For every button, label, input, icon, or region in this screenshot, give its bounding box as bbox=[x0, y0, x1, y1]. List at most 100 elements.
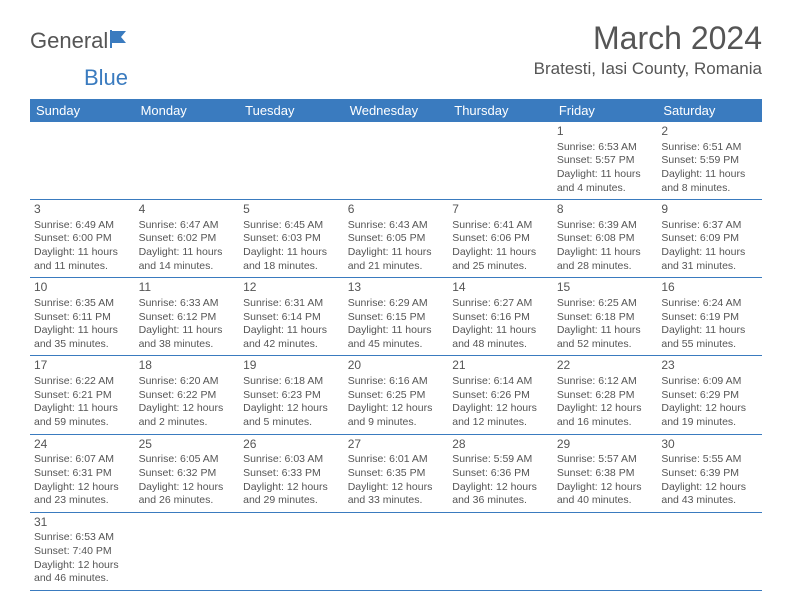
calendar-week-row: 10Sunrise: 6:35 AMSunset: 6:11 PMDayligh… bbox=[30, 278, 762, 356]
day-number: 28 bbox=[452, 437, 549, 453]
calendar-day-cell: 18Sunrise: 6:20 AMSunset: 6:22 PMDayligh… bbox=[135, 356, 240, 434]
sunrise-text: Sunrise: 5:55 AM bbox=[661, 453, 758, 467]
day-number: 16 bbox=[661, 280, 758, 296]
day-header: Tuesday bbox=[239, 99, 344, 122]
sunrise-text: Sunrise: 6:20 AM bbox=[139, 375, 236, 389]
calendar-day-cell bbox=[135, 512, 240, 590]
calendar-day-cell bbox=[30, 122, 135, 200]
daylight-text: Daylight: 11 hours and 52 minutes. bbox=[557, 324, 654, 351]
sunset-text: Sunset: 6:16 PM bbox=[452, 311, 549, 325]
day-number: 4 bbox=[139, 202, 236, 218]
sunset-text: Sunset: 7:40 PM bbox=[34, 545, 131, 559]
day-number: 6 bbox=[348, 202, 445, 218]
sunset-text: Sunset: 6:39 PM bbox=[661, 467, 758, 481]
day-header: Sunday bbox=[30, 99, 135, 122]
calendar-body: 1Sunrise: 6:53 AMSunset: 5:57 PMDaylight… bbox=[30, 122, 762, 590]
day-number: 7 bbox=[452, 202, 549, 218]
calendar-day-cell: 5Sunrise: 6:45 AMSunset: 6:03 PMDaylight… bbox=[239, 200, 344, 278]
sunrise-text: Sunrise: 6:39 AM bbox=[557, 219, 654, 233]
sunrise-text: Sunrise: 6:35 AM bbox=[34, 297, 131, 311]
sunset-text: Sunset: 6:22 PM bbox=[139, 389, 236, 403]
calendar-day-cell: 8Sunrise: 6:39 AMSunset: 6:08 PMDaylight… bbox=[553, 200, 658, 278]
calendar-day-cell bbox=[239, 512, 344, 590]
calendar-day-cell: 1Sunrise: 6:53 AMSunset: 5:57 PMDaylight… bbox=[553, 122, 658, 200]
calendar-day-cell: 24Sunrise: 6:07 AMSunset: 6:31 PMDayligh… bbox=[30, 434, 135, 512]
calendar-day-cell bbox=[448, 512, 553, 590]
sunset-text: Sunset: 6:31 PM bbox=[34, 467, 131, 481]
calendar-day-cell: 28Sunrise: 5:59 AMSunset: 6:36 PMDayligh… bbox=[448, 434, 553, 512]
calendar-day-cell: 26Sunrise: 6:03 AMSunset: 6:33 PMDayligh… bbox=[239, 434, 344, 512]
calendar-day-cell: 31Sunrise: 6:53 AMSunset: 7:40 PMDayligh… bbox=[30, 512, 135, 590]
sunset-text: Sunset: 6:21 PM bbox=[34, 389, 131, 403]
daylight-text: Daylight: 12 hours and 9 minutes. bbox=[348, 402, 445, 429]
day-number: 8 bbox=[557, 202, 654, 218]
flag-icon bbox=[110, 28, 132, 54]
calendar-day-cell: 30Sunrise: 5:55 AMSunset: 6:39 PMDayligh… bbox=[657, 434, 762, 512]
daylight-text: Daylight: 12 hours and 19 minutes. bbox=[661, 402, 758, 429]
calendar-day-cell: 21Sunrise: 6:14 AMSunset: 6:26 PMDayligh… bbox=[448, 356, 553, 434]
daylight-text: Daylight: 11 hours and 38 minutes. bbox=[139, 324, 236, 351]
daylight-text: Daylight: 12 hours and 29 minutes. bbox=[243, 481, 340, 508]
month-title: March 2024 bbox=[534, 20, 762, 57]
sunset-text: Sunset: 6:05 PM bbox=[348, 232, 445, 246]
sunrise-text: Sunrise: 6:07 AM bbox=[34, 453, 131, 467]
daylight-text: Daylight: 11 hours and 45 minutes. bbox=[348, 324, 445, 351]
calendar-table: Sunday Monday Tuesday Wednesday Thursday… bbox=[30, 99, 762, 591]
sunset-text: Sunset: 6:38 PM bbox=[557, 467, 654, 481]
sunrise-text: Sunrise: 6:27 AM bbox=[452, 297, 549, 311]
sunrise-text: Sunrise: 6:45 AM bbox=[243, 219, 340, 233]
calendar-day-cell: 27Sunrise: 6:01 AMSunset: 6:35 PMDayligh… bbox=[344, 434, 449, 512]
calendar-day-cell: 22Sunrise: 6:12 AMSunset: 6:28 PMDayligh… bbox=[553, 356, 658, 434]
sunrise-text: Sunrise: 6:01 AM bbox=[348, 453, 445, 467]
calendar-week-row: 1Sunrise: 6:53 AMSunset: 5:57 PMDaylight… bbox=[30, 122, 762, 200]
calendar-day-cell: 29Sunrise: 5:57 AMSunset: 6:38 PMDayligh… bbox=[553, 434, 658, 512]
day-number: 21 bbox=[452, 358, 549, 374]
sunset-text: Sunset: 6:32 PM bbox=[139, 467, 236, 481]
calendar-day-cell: 25Sunrise: 6:05 AMSunset: 6:32 PMDayligh… bbox=[135, 434, 240, 512]
sunset-text: Sunset: 6:06 PM bbox=[452, 232, 549, 246]
sunrise-text: Sunrise: 6:25 AM bbox=[557, 297, 654, 311]
calendar-day-cell bbox=[448, 122, 553, 200]
day-header: Thursday bbox=[448, 99, 553, 122]
daylight-text: Daylight: 12 hours and 26 minutes. bbox=[139, 481, 236, 508]
sunset-text: Sunset: 6:25 PM bbox=[348, 389, 445, 403]
sunrise-text: Sunrise: 6:49 AM bbox=[34, 219, 131, 233]
calendar-day-cell bbox=[239, 122, 344, 200]
sunrise-text: Sunrise: 6:03 AM bbox=[243, 453, 340, 467]
location: Bratesti, Iasi County, Romania bbox=[534, 59, 762, 79]
daylight-text: Daylight: 11 hours and 21 minutes. bbox=[348, 246, 445, 273]
calendar-week-row: 3Sunrise: 6:49 AMSunset: 6:00 PM Daylight… bbox=[30, 200, 762, 278]
day-number: 10 bbox=[34, 280, 131, 296]
calendar-day-cell: 23Sunrise: 6:09 AMSunset: 6:29 PMDayligh… bbox=[657, 356, 762, 434]
calendar-day-cell bbox=[344, 512, 449, 590]
daylight-text: Daylight: 12 hours and 2 minutes. bbox=[139, 402, 236, 429]
day-number: 30 bbox=[661, 437, 758, 453]
calendar-day-cell: 16Sunrise: 6:24 AMSunset: 6:19 PMDayligh… bbox=[657, 278, 762, 356]
sunrise-text: Sunrise: 5:59 AM bbox=[452, 453, 549, 467]
calendar-day-cell: 2Sunrise: 6:51 AMSunset: 5:59 PMDaylight… bbox=[657, 122, 762, 200]
sunset-text: Sunset: 6:02 PM bbox=[139, 232, 236, 246]
sunrise-text: Sunrise: 6:22 AM bbox=[34, 375, 131, 389]
sunrise-text: Sunrise: 6:47 AM bbox=[139, 219, 236, 233]
daylight-text: Daylight: 11 hours and 25 minutes. bbox=[452, 246, 549, 273]
sunset-text: Sunset: 5:57 PM bbox=[557, 154, 654, 168]
calendar-day-cell: 14Sunrise: 6:27 AMSunset: 6:16 PMDayligh… bbox=[448, 278, 553, 356]
sunset-text: Sunset: 6:26 PM bbox=[452, 389, 549, 403]
day-number: 27 bbox=[348, 437, 445, 453]
sunrise-text: Sunrise: 6:43 AM bbox=[348, 219, 445, 233]
daylight-text: Daylight: 12 hours and 40 minutes. bbox=[557, 481, 654, 508]
sunset-text: Sunset: 6:15 PM bbox=[348, 311, 445, 325]
day-number: 26 bbox=[243, 437, 340, 453]
calendar-day-cell: 15Sunrise: 6:25 AMSunset: 6:18 PMDayligh… bbox=[553, 278, 658, 356]
daylight-text: Daylight: 11 hours and 18 minutes. bbox=[243, 246, 340, 273]
sunrise-text: Sunrise: 6:18 AM bbox=[243, 375, 340, 389]
calendar-day-cell: 20Sunrise: 6:16 AMSunset: 6:25 PMDayligh… bbox=[344, 356, 449, 434]
sunset-text: Sunset: 6:33 PM bbox=[243, 467, 340, 481]
calendar-day-cell bbox=[657, 512, 762, 590]
daylight-text: Daylight: 11 hours and 48 minutes. bbox=[452, 324, 549, 351]
calendar-day-cell: 3Sunrise: 6:49 AMSunset: 6:00 PMDaylight… bbox=[30, 200, 135, 278]
day-number: 31 bbox=[34, 515, 131, 531]
sunset-text: Sunset: 6:00 PM bbox=[34, 232, 131, 246]
sunrise-text: Sunrise: 6:09 AM bbox=[661, 375, 758, 389]
day-number: 3 bbox=[34, 202, 131, 218]
